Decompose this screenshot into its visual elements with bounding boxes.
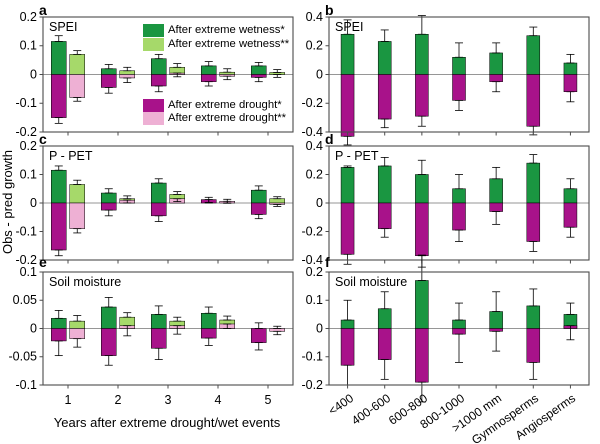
svg-text:0: 0: [316, 321, 323, 335]
svg-text:0.2: 0.2: [306, 265, 323, 279]
svg-text:Soil moisture: Soil moisture: [335, 275, 407, 289]
svg-text:-0.2: -0.2: [301, 378, 323, 392]
svg-text:0.1: 0.1: [306, 293, 323, 307]
svg-text:-0.1: -0.1: [301, 350, 323, 364]
